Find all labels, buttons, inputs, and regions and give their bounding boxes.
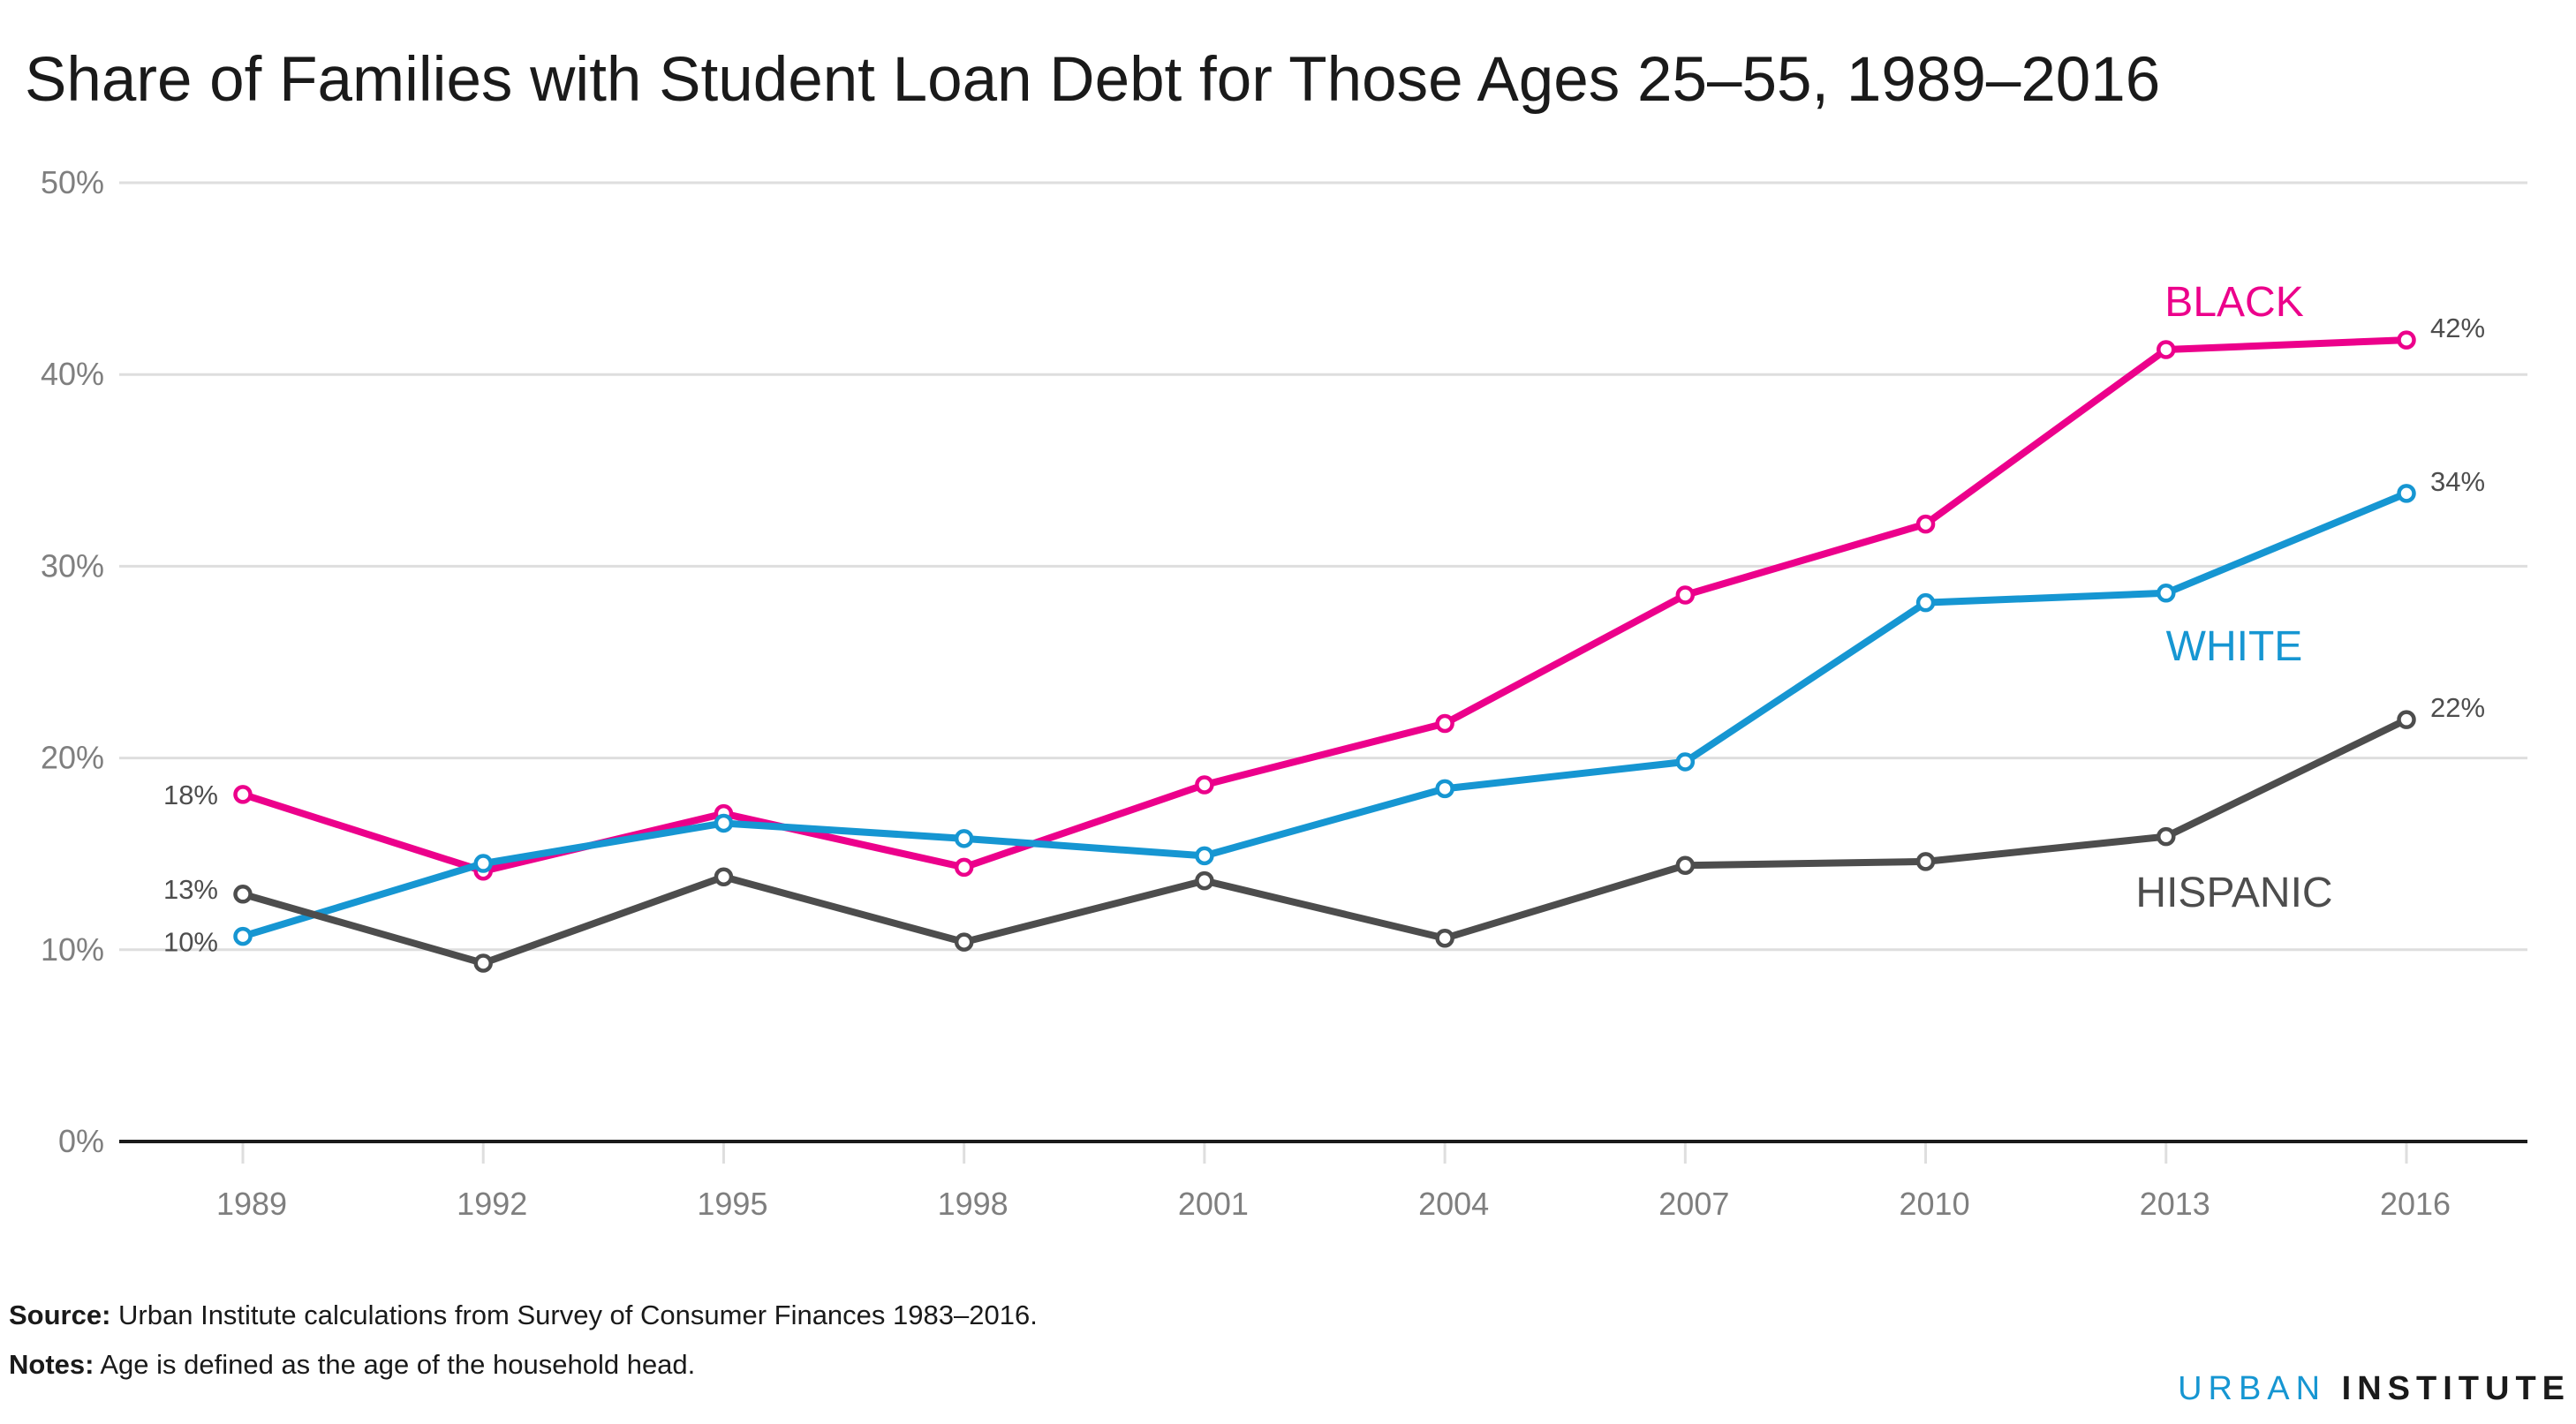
series-line-hispanic [239,716,2410,968]
end-value-label: 42% [2430,313,2485,343]
end-value-label: 22% [2430,692,2485,723]
data-point-white [1675,752,1696,772]
series-name-label: BLACK [2164,279,2303,326]
logo-urban: URBAN [2178,1370,2327,1407]
data-point-white [2397,484,2416,503]
source-text: Urban Institute calculations from Survey… [110,1300,1038,1330]
series-name-label: WHITE [2166,623,2303,670]
x-axis-ticks: 1989 1992 1995 1998 2001 2004 2007 2010 2013 2016 [216,1141,2451,1222]
notes-label: Notes: [9,1349,94,1380]
notes-note: Notes: Age is defined as the age of the … [9,1349,695,1381]
end-value-label: 34% [2430,466,2485,497]
series-lines [233,330,2416,973]
data-point-hispanic [473,953,493,973]
data-point-white [1195,846,1214,866]
series-line-black [239,336,2410,875]
x-tick-label: 2004 [1418,1186,1489,1222]
data-point-black [954,857,974,878]
x-tick-label: 1992 [457,1186,527,1222]
data-point-black [1915,514,1936,534]
data-point-white [1915,592,1936,613]
source-label: Source: [9,1300,111,1330]
x-tick-label: 1989 [216,1186,287,1222]
notes-text: Age is defined as the age of the househo… [94,1349,696,1380]
data-point-black [2157,340,2176,359]
x-tick-label: 2001 [1178,1186,1249,1222]
data-point-black [233,785,253,804]
data-point-hispanic [233,885,253,904]
data-point-white [714,813,734,833]
data-point-white [2157,584,2176,603]
x-tick-label: 2016 [2380,1186,2451,1222]
data-point-hispanic [1435,929,1454,948]
start-value-label: 10% [163,927,218,958]
x-tick-label: 1998 [938,1186,1008,1222]
logo-institute: INSTITUTE [2341,1370,2571,1407]
data-point-hispanic [714,867,734,887]
y-tick-label: 40% [41,356,104,392]
data-point-hispanic [2397,710,2416,729]
data-point-white [1435,779,1454,799]
y-tick-label: 50% [41,164,104,200]
data-point-hispanic [1675,855,1696,875]
series-line-white [239,489,2410,940]
data-point-white [954,829,974,848]
series-name-label: HISPANIC [2135,870,2332,916]
x-tick-label: 2007 [1658,1186,1729,1222]
data-point-white [233,926,253,946]
y-tick-label: 0% [58,1123,104,1159]
urban-institute-logo: URBAN INSTITUTE [2178,1370,2571,1408]
data-labels: 18% 42% 10% 34% 13% 22% BLACK WHITE HISPANIC [163,279,2485,958]
x-tick-label: 1995 [697,1186,767,1222]
data-point-hispanic [954,932,974,952]
data-point-hispanic [2157,826,2176,847]
y-axis-ticks: 0% 10% 20% 30% 40% 50% [41,164,104,1159]
x-tick-label: 2013 [2140,1186,2210,1222]
data-point-hispanic [1195,870,1214,891]
data-point-black [1195,775,1214,795]
y-tick-label: 30% [41,547,104,584]
y-tick-label: 10% [41,931,104,968]
data-point-black [1675,585,1696,605]
data-point-white [473,854,493,873]
data-point-hispanic [1915,852,1936,871]
start-value-label: 18% [163,780,218,810]
data-point-black [2397,330,2416,350]
source-note: Source: Urban Institute calculations fro… [9,1300,1038,1331]
x-tick-label: 2010 [1900,1186,1970,1222]
start-value-label: 13% [163,874,218,905]
y-tick-label: 20% [41,740,104,776]
data-point-black [1435,713,1454,734]
chart-title: Share of Families with Student Loan Debt… [25,45,2161,115]
